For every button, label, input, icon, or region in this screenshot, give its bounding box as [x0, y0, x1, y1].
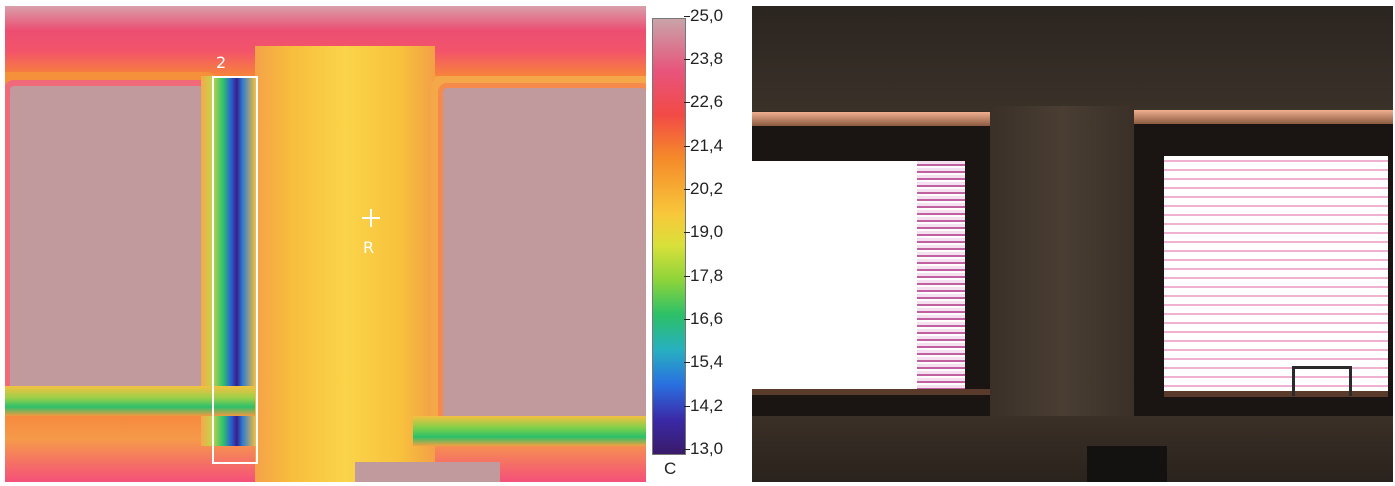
photo-right-sill [1164, 391, 1388, 397]
scale-tick: 16,6 [683, 309, 724, 328]
scale-tick: 14,2 [683, 396, 724, 415]
scale-tick: 21,4 [683, 136, 724, 155]
scale-tick: 17,8 [683, 266, 724, 285]
scale-tick: 20,2 [683, 179, 724, 198]
scale-tick: 23,8 [683, 49, 724, 68]
thermal-image: 2 R [5, 6, 646, 482]
scale-tick: 15,4 [683, 352, 724, 371]
photo-left-blind [917, 161, 965, 389]
measurement-point-label: R [363, 238, 375, 257]
visible-light-photo [752, 6, 1393, 482]
crosshair-icon[interactable] [362, 209, 380, 227]
measurement-rectangle[interactable] [212, 76, 258, 464]
thermal-right-sill [413, 416, 646, 446]
photo-floor [752, 416, 1393, 482]
measurement-rectangle-label: 2 [216, 53, 227, 72]
scale-tick: 22,6 [683, 92, 724, 111]
scale-tick: 13,0 [683, 439, 724, 458]
photo-dark-object [1087, 446, 1167, 482]
photo-left-sill [752, 389, 990, 395]
thermal-pillar-region [255, 46, 435, 482]
temperature-scale-labels: 25,0 23,8 22,6 21,4 20,2 19,0 17,8 16,6 … [683, 0, 750, 486]
temperature-unit-label: C [664, 459, 677, 478]
thermal-right-window [443, 88, 646, 418]
thermal-cold-frame [201, 76, 256, 446]
temperature-color-scale [652, 18, 686, 455]
photo-window-stand [1292, 366, 1352, 396]
scale-tick: 25,0 [683, 6, 724, 25]
scale-tick: 19,0 [683, 222, 724, 241]
photo-left-lintel [752, 112, 992, 126]
photo-right-window-blind [1164, 156, 1388, 391]
photo-ceiling [752, 6, 1393, 111]
thermal-bottom-patch [355, 462, 500, 482]
thermal-left-window [10, 86, 205, 396]
photo-right-lintel [1132, 110, 1393, 124]
